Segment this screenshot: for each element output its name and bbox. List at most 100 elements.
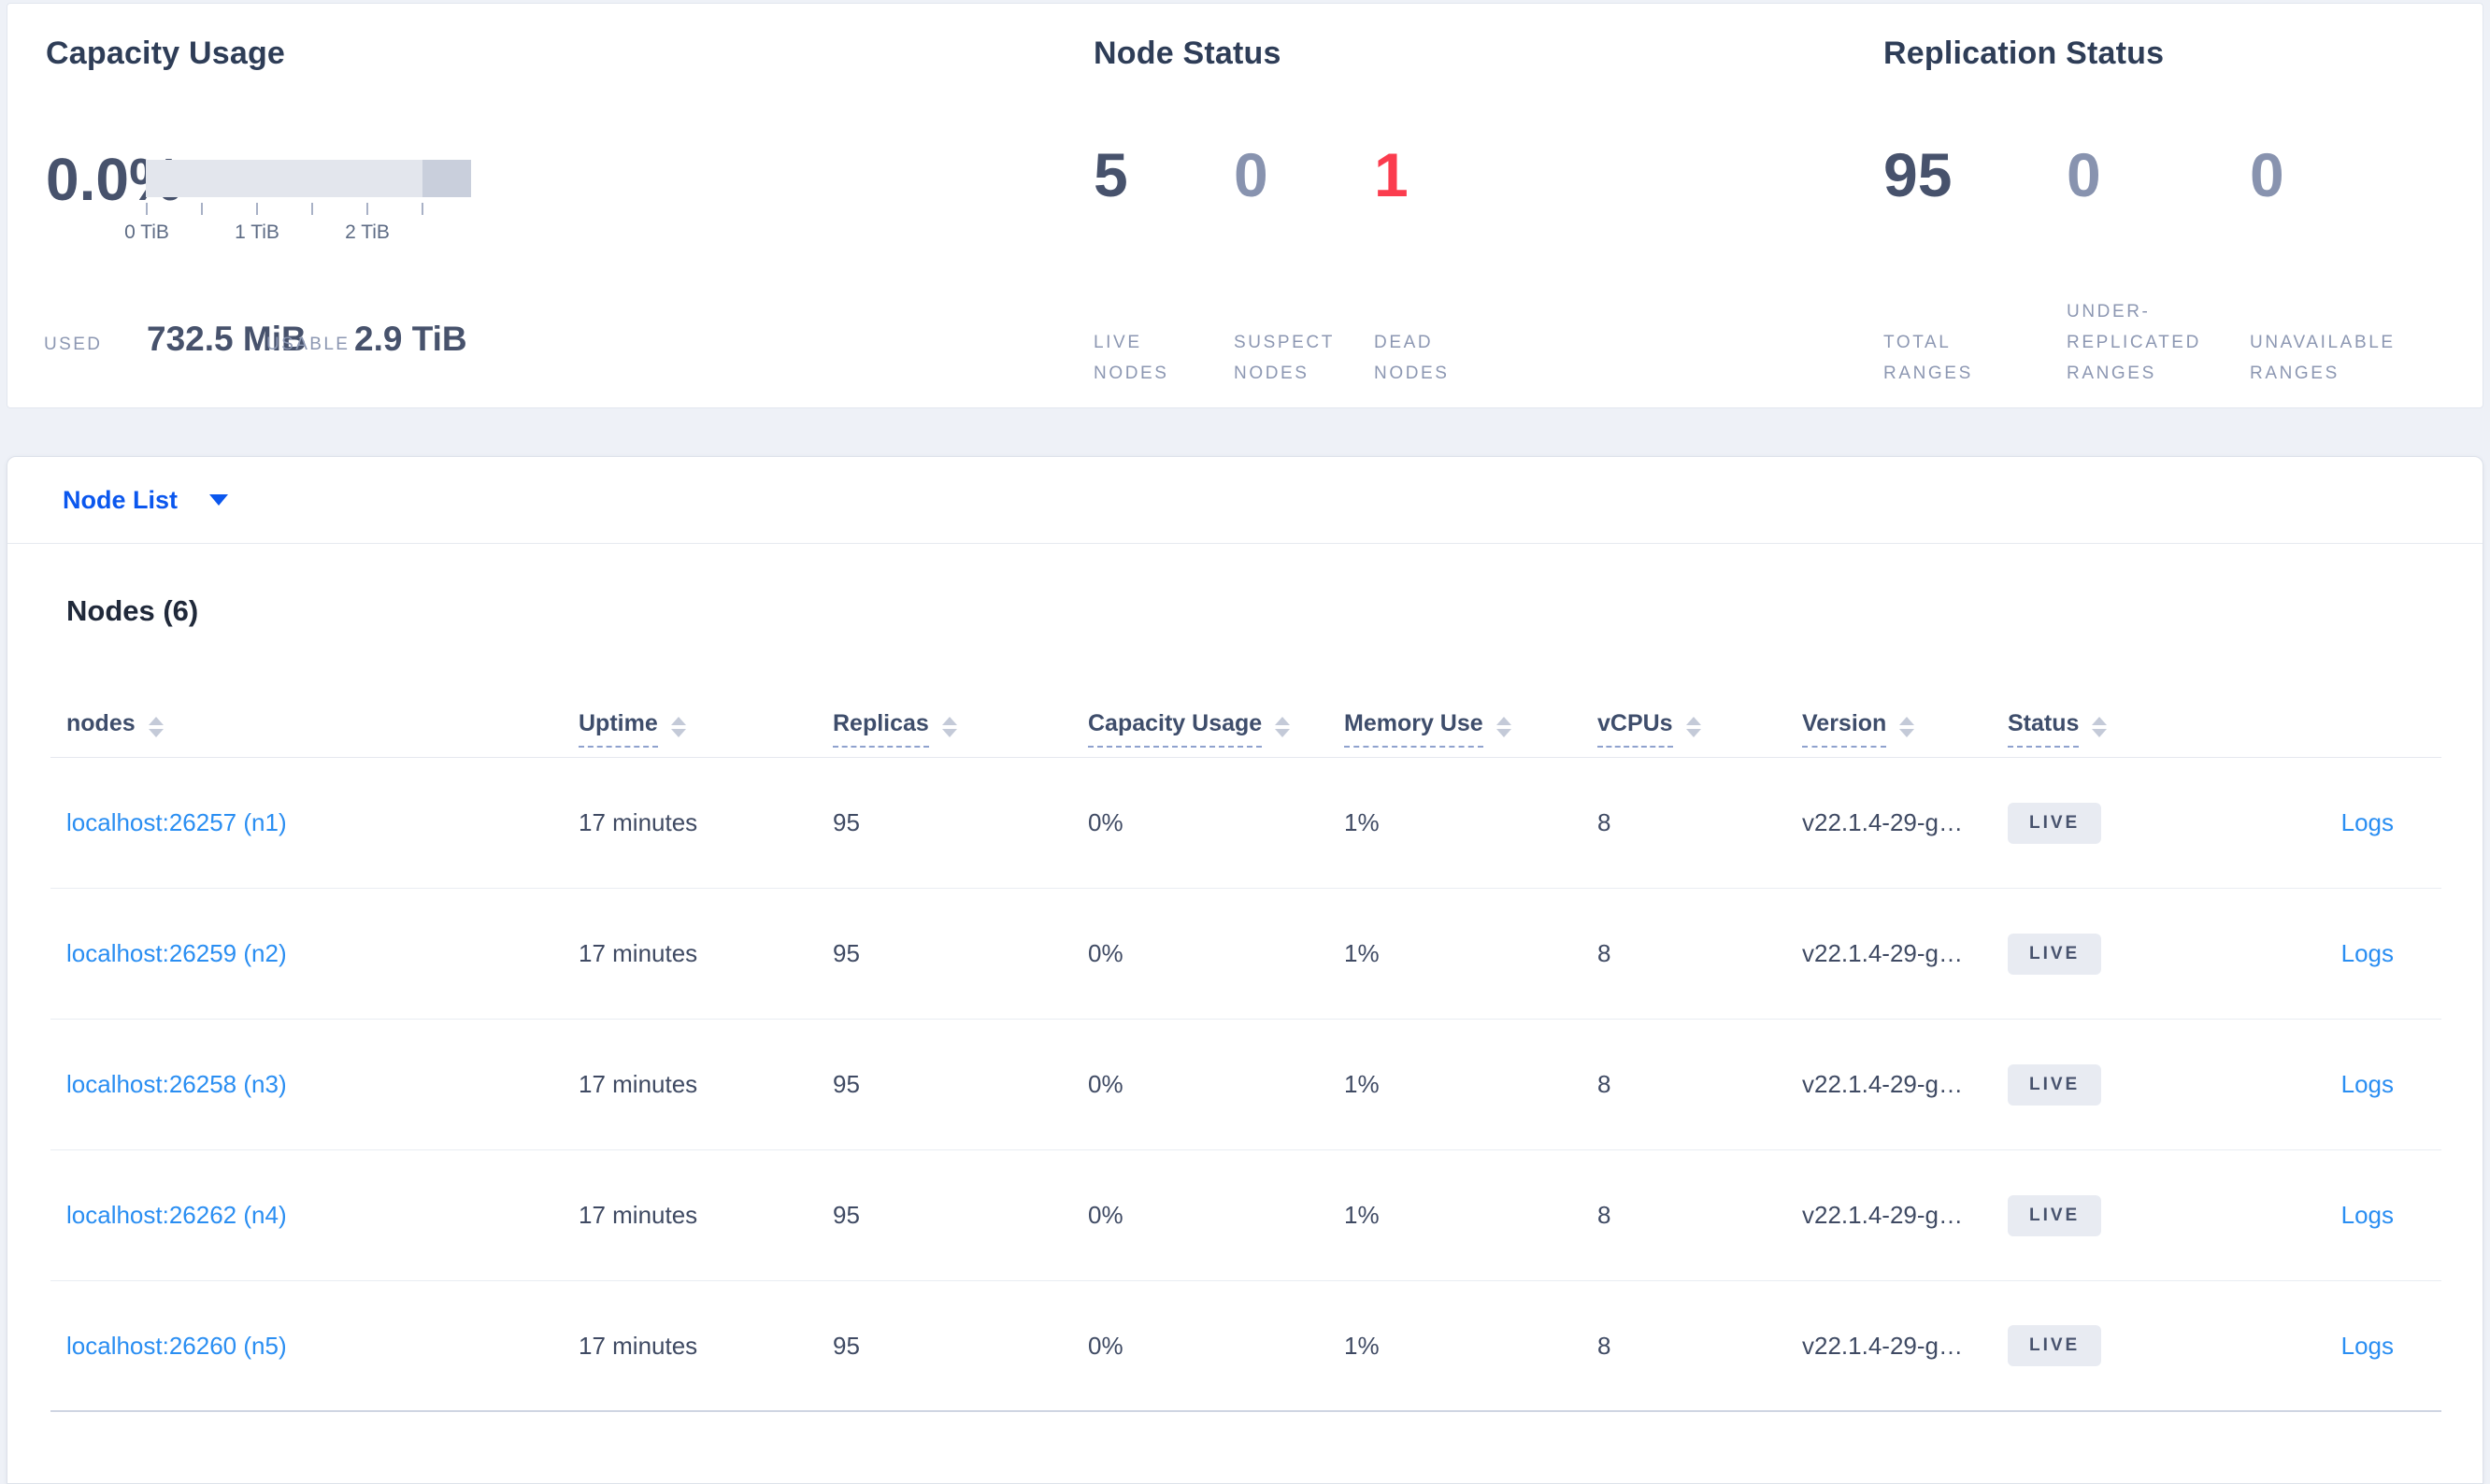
logs-link[interactable]: Logs: [2340, 939, 2394, 967]
node-list-card: Node List Nodes (6) nodes Uptime Replica…: [7, 456, 2483, 1484]
sort-icon: [1275, 717, 1291, 737]
nodes-table: nodes Uptime Replicas Capacity Usage Mem…: [50, 684, 2441, 1412]
version-cell: v22.1.4-29-g…: [1802, 939, 1963, 967]
uptime-cell: 17 minutes: [579, 1331, 698, 1360]
version-cell: v22.1.4-29-g…: [1802, 1201, 1963, 1229]
vcpus-cell: 8: [1597, 808, 1611, 836]
total-ranges-count: 95: [1883, 140, 1953, 209]
node-link[interactable]: localhost:26258 (n3): [66, 1070, 287, 1098]
status-badge: LIVE: [2008, 933, 2102, 975]
uptime-cell: 17 minutes: [579, 1201, 698, 1229]
logs-link[interactable]: Logs: [2340, 1070, 2394, 1098]
axis-tick: [311, 203, 313, 215]
table-header-row: nodes Uptime Replicas Capacity Usage Mem…: [50, 684, 2441, 758]
node-status-panel: Node Status 5 LIVE NODES 0 SUSPECT NODES…: [1087, 4, 1853, 407]
under-replicated-stat: 0 UNDER-REPLICATED RANGES: [2067, 144, 2221, 389]
usable-label: USABLE: [266, 335, 351, 354]
total-ranges-label: TOTAL RANGES: [1883, 333, 1973, 383]
version-cell: v22.1.4-29-g…: [1802, 1331, 1963, 1360]
memory-use-cell: 1%: [1344, 808, 1380, 836]
suspect-nodes-label: SUSPECT NODES: [1234, 333, 1335, 383]
vcpus-cell: 8: [1597, 939, 1611, 967]
dead-nodes-count: 1: [1374, 140, 1409, 209]
column-header-version[interactable]: Version: [1786, 710, 1992, 757]
axis-tick-label: 1 TiB: [235, 221, 279, 243]
version-cell: v22.1.4-29-g…: [1802, 1070, 1963, 1098]
node-list-dropdown-label: Node List: [63, 485, 179, 514]
replicas-cell: 95: [833, 1201, 860, 1229]
live-nodes-label: LIVE NODES: [1094, 333, 1169, 383]
unavailable-ranges-stat: 0 UNAVAILABLE RANGES: [2250, 144, 2404, 389]
memory-use-cell: 1%: [1344, 1201, 1380, 1229]
under-replicated-count: 0: [2067, 140, 2101, 209]
sort-icon: [148, 717, 164, 737]
unavailable-ranges-label: UNAVAILABLE RANGES: [2250, 333, 2396, 383]
sort-icon: [1495, 717, 1511, 737]
replicas-cell: 95: [833, 1331, 860, 1360]
sort-icon: [1685, 717, 1701, 737]
memory-use-cell: 1%: [1344, 1331, 1380, 1360]
uptime-cell: 17 minutes: [579, 1070, 698, 1098]
sort-icon: [941, 717, 957, 737]
sort-icon: [670, 717, 686, 737]
replication-stats: 95 TOTAL RANGES 0 UNDER-REPLICATED RANGE…: [1883, 144, 2433, 389]
chevron-down-icon: [209, 494, 229, 506]
unavailable-ranges-count: 0: [2250, 140, 2284, 209]
column-header-replicas[interactable]: Replicas: [817, 710, 1072, 757]
nodes-count-heading: Nodes (6): [66, 594, 199, 627]
capacity-usage-cell: 0%: [1088, 1331, 1123, 1360]
logs-link[interactable]: Logs: [2340, 808, 2394, 836]
capacity-usage-cell: 0%: [1088, 1201, 1123, 1229]
vcpus-cell: 8: [1597, 1070, 1611, 1098]
table-row: localhost:26258 (n3) 17 minutes 95 0% 1%…: [50, 1020, 2441, 1150]
under-replicated-label: UNDER-REPLICATED RANGES: [2067, 302, 2201, 383]
dead-nodes-stat: 1 DEAD NODES: [1374, 144, 1495, 389]
table-row: localhost:26257 (n1) 17 minutes 95 0% 1%…: [50, 758, 2441, 889]
uptime-cell: 17 minutes: [579, 939, 698, 967]
table-row: localhost:26259 (n2) 17 minutes 95 0% 1%…: [50, 889, 2441, 1020]
node-link[interactable]: localhost:26260 (n5): [66, 1331, 287, 1360]
axis-tick: [201, 203, 203, 215]
column-header-capacity-usage[interactable]: Capacity Usage: [1072, 710, 1328, 757]
status-badge: LIVE: [2008, 1194, 2102, 1236]
sort-icon: [2092, 717, 2108, 737]
node-link[interactable]: localhost:26262 (n4): [66, 1201, 287, 1229]
status-badge: LIVE: [2008, 1063, 2102, 1106]
axis-tick: [256, 203, 258, 215]
column-header-vcpus[interactable]: vCPUs: [1581, 710, 1786, 757]
dead-nodes-label: DEAD NODES: [1374, 333, 1450, 383]
node-link[interactable]: localhost:26259 (n2): [66, 939, 287, 967]
uptime-cell: 17 minutes: [579, 808, 698, 836]
column-header-uptime[interactable]: Uptime: [563, 710, 817, 757]
replication-status-panel: Replication Status 95 TOTAL RANGES 0 UND…: [1877, 4, 2475, 407]
axis-tick: [366, 203, 368, 215]
column-header-nodes[interactable]: nodes: [50, 710, 563, 757]
logs-link[interactable]: Logs: [2340, 1331, 2394, 1360]
capacity-usage-cell: 0%: [1088, 939, 1123, 967]
usable-value: 2.9 TiB: [354, 320, 467, 358]
status-badge: LIVE: [2008, 802, 2102, 844]
node-status-title: Node Status: [1094, 36, 1281, 71]
axis-tick-label: 0 TiB: [124, 221, 169, 243]
sort-icon: [1899, 717, 1915, 737]
live-nodes-count: 5: [1094, 140, 1128, 209]
vcpus-cell: 8: [1597, 1331, 1611, 1360]
capacity-gauge-reserved-segment: [422, 160, 471, 197]
replicas-cell: 95: [833, 808, 860, 836]
node-link[interactable]: localhost:26257 (n1): [66, 808, 287, 836]
used-value: 732.5 MiB: [147, 320, 307, 358]
column-header-status[interactable]: Status: [1992, 710, 2244, 757]
status-badge: LIVE: [2008, 1325, 2102, 1366]
logs-link[interactable]: Logs: [2340, 1201, 2394, 1229]
replication-status-title: Replication Status: [1883, 36, 2165, 71]
axis-tick-label: 2 TiB: [345, 221, 390, 243]
column-header-memory-use[interactable]: Memory Use: [1328, 710, 1581, 757]
table-row: localhost:26260 (n5) 17 minutes 95 0% 1%…: [50, 1281, 2441, 1412]
axis-tick: [146, 203, 148, 215]
column-header-logs-spacer: [2244, 748, 2441, 757]
axis-tick: [422, 203, 423, 215]
replicas-cell: 95: [833, 939, 860, 967]
version-cell: v22.1.4-29-g…: [1802, 808, 1963, 836]
cluster-summary-card: Capacity Usage 0.0% 0 TiB 1 TiB 2 TiB US…: [7, 3, 2483, 408]
node-list-dropdown[interactable]: Node List: [7, 457, 2483, 544]
